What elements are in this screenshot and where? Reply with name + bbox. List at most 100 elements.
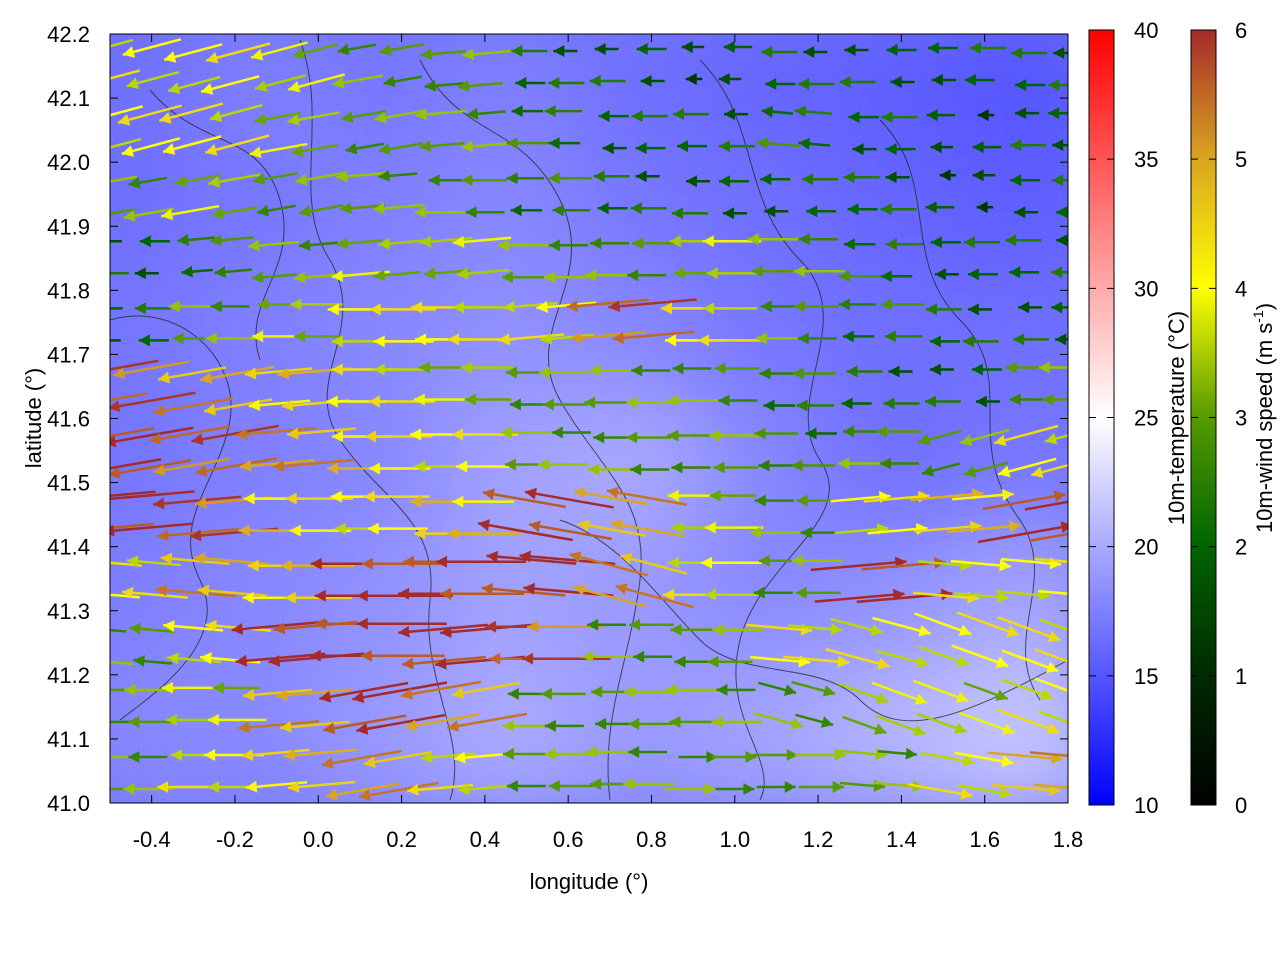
temperature-colorbar-ticks: 10 15 20 25 30 35 40 (1089, 18, 1158, 818)
wind-arrow (325, 782, 400, 801)
y-tick-label: 41.0 (47, 791, 90, 816)
wind-arrow (838, 270, 883, 283)
wind-arrow (566, 298, 649, 312)
wind-arrow (758, 459, 797, 472)
wind-arrow (876, 649, 929, 668)
wind-arrow (758, 681, 797, 696)
wind-arrow (295, 171, 346, 186)
wind-arrow (629, 618, 675, 631)
wind-label-end: ) (1252, 303, 1277, 310)
wind-arrow (636, 43, 667, 56)
wind-arrow (163, 43, 223, 63)
y-tick-label: 41.8 (47, 278, 90, 303)
wind-arrow (152, 495, 242, 510)
wind-arrow (1053, 47, 1068, 60)
wind-arrow (630, 202, 667, 215)
wind-arrow (110, 522, 193, 537)
wind-arrow (515, 77, 546, 90)
wind-arrow (723, 41, 753, 54)
wind-arrow (593, 431, 633, 444)
wind-arrow (436, 555, 527, 568)
wind-arrow (369, 303, 436, 316)
wind-arrow (830, 617, 883, 636)
wind-arrow (952, 488, 1014, 501)
wind-arrow (540, 332, 595, 345)
wind-arrow (161, 204, 220, 221)
wind-arrow (962, 335, 999, 348)
wind-arrow (606, 486, 687, 506)
wind-arrow (958, 711, 1015, 735)
wind-arrow (875, 714, 926, 736)
wind-arrow (587, 618, 627, 631)
wind-arrow (718, 140, 755, 153)
wind-arrow (540, 687, 586, 700)
wind-arrow (982, 490, 1066, 511)
wind-arrow (336, 170, 388, 183)
wind-arrow (795, 713, 834, 728)
wind-arrow (615, 583, 695, 609)
wind-arrow (361, 557, 446, 570)
wind-arrow (914, 612, 972, 636)
wind-arrow (446, 712, 528, 732)
wind-arrow (428, 174, 468, 187)
wind-arrow (181, 265, 213, 278)
wind-arrow (872, 616, 931, 637)
wind-arrow (363, 750, 432, 768)
wind-arrow (400, 680, 482, 700)
wind-arrow (749, 526, 801, 539)
wind-arrow (110, 457, 162, 470)
wind-arrow (918, 645, 970, 667)
wind-arrow (373, 202, 425, 215)
wind-arrow (669, 715, 715, 728)
wind-arrow (792, 367, 837, 380)
wind-arrow (364, 430, 433, 443)
wind-arrow (249, 142, 308, 159)
wind-arrow (848, 111, 879, 124)
wind-arrow (373, 363, 428, 376)
wind-arrow (175, 173, 222, 188)
wind-arrow (358, 781, 439, 801)
wind-arrow (110, 105, 144, 117)
wind-arrow (204, 134, 270, 156)
wind-arrow (482, 488, 566, 509)
wind-arrow (1034, 557, 1068, 564)
wind-arrow (796, 399, 835, 412)
wind-arrow (886, 44, 917, 57)
colorbar-tick-label: 1 (1235, 664, 1247, 689)
wind-arrow (783, 655, 850, 668)
wind-arrow (806, 205, 837, 218)
wind-arrow (121, 137, 181, 157)
wind-arrow (597, 202, 628, 215)
wind-arrow (718, 73, 742, 86)
wind-arrow (481, 583, 566, 597)
wind-arrow (456, 267, 510, 280)
wind-arrow (110, 175, 138, 183)
wind-arrow (548, 779, 594, 792)
wind-arrow (477, 519, 573, 542)
wind-arrow (793, 265, 845, 278)
wind-arrow (456, 460, 517, 473)
y-tick-label: 41.5 (47, 471, 90, 496)
wind-arrow (959, 428, 1010, 447)
wind-arrow (195, 457, 277, 477)
wind-arrow (538, 366, 590, 379)
wind-arrow (716, 683, 756, 696)
wind-arrow (1030, 463, 1068, 479)
wind-arrow (414, 206, 466, 219)
wind-arrow (551, 426, 591, 439)
x-tick-label: 1.0 (719, 827, 750, 852)
wind-arrow (709, 429, 761, 442)
wind-arrow (553, 45, 578, 58)
wind-arrow (751, 265, 797, 278)
wind-arrows (110, 38, 1068, 801)
wind-arrow (921, 462, 961, 477)
wind-arrow (885, 171, 910, 184)
wind-arrow (791, 680, 836, 697)
wind-arrow (976, 201, 994, 214)
wind-arrow (764, 205, 789, 218)
wind-arrow (954, 591, 1009, 604)
wind-arrow (577, 519, 646, 537)
wind-arrow (421, 751, 476, 764)
wind-arrow (352, 681, 448, 704)
wind-arrow (507, 687, 547, 700)
